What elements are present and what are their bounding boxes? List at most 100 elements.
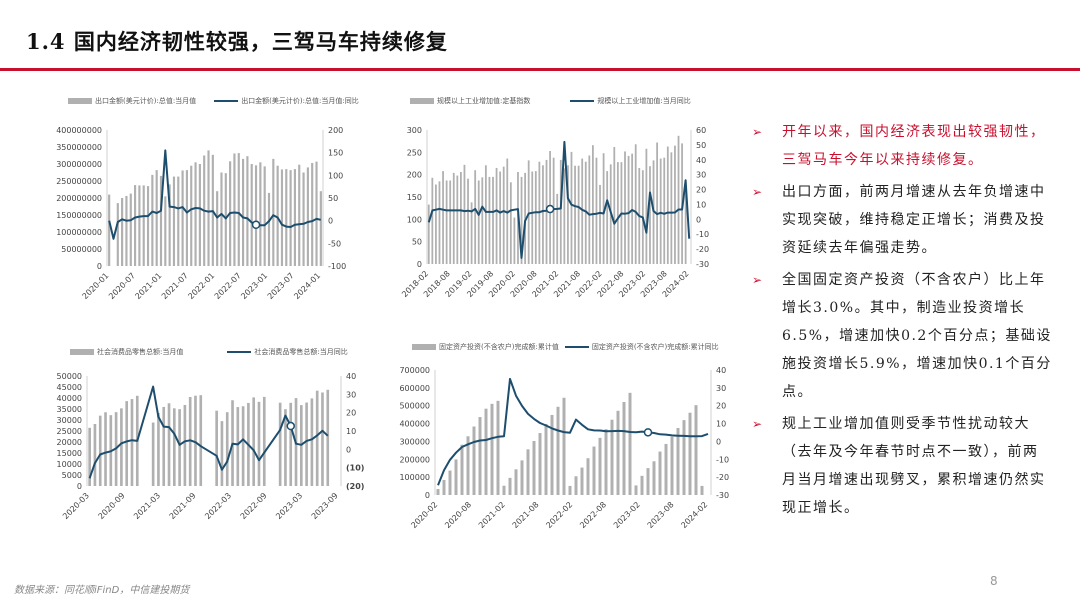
line-legend-swatch xyxy=(570,100,595,102)
svg-text:0: 0 xyxy=(346,445,351,454)
svg-text:20: 20 xyxy=(696,186,706,195)
svg-text:2023-08: 2023-08 xyxy=(646,500,676,530)
svg-text:100: 100 xyxy=(328,171,343,180)
svg-text:2020-08: 2020-08 xyxy=(443,500,473,530)
svg-text:35000: 35000 xyxy=(57,405,82,414)
svg-text:40: 40 xyxy=(696,156,706,165)
data-source-note: 数据来源：同花顺iFinD，中信建投期货 xyxy=(14,585,190,596)
svg-text:100000: 100000 xyxy=(399,473,430,482)
svg-text:25000: 25000 xyxy=(57,427,82,436)
svg-text:0: 0 xyxy=(77,482,82,491)
arrow-bullet-icon: ➢ xyxy=(752,125,763,139)
svg-text:2021-08: 2021-08 xyxy=(511,500,541,530)
svg-text:2022-01: 2022-01 xyxy=(186,271,216,301)
svg-text:50: 50 xyxy=(696,141,706,150)
svg-text:-50: -50 xyxy=(328,239,341,248)
bullet-text: 全国固定资产投资（不含农户）比上年增长3.0%。其中，制造业投资增长6.5%，增… xyxy=(782,272,1052,400)
bar-legend-swatch xyxy=(412,344,436,350)
svg-text:2020-03: 2020-03 xyxy=(61,491,91,521)
svg-text:100000000: 100000000 xyxy=(56,228,102,237)
svg-text:700000: 700000 xyxy=(399,366,430,375)
svg-text:50000000: 50000000 xyxy=(61,245,102,254)
svg-text:45000: 45000 xyxy=(57,383,82,392)
page-number: 8 xyxy=(990,574,998,588)
svg-text:(10): (10) xyxy=(346,464,364,473)
svg-text:2022-08: 2022-08 xyxy=(578,500,608,530)
title-divider xyxy=(0,68,1080,71)
svg-text:-30: -30 xyxy=(696,260,709,269)
svg-text:0: 0 xyxy=(425,491,430,500)
retail-chart: 0 5000 10000 15000 20000 25000 30000 35000 40000… xyxy=(55,366,375,526)
svg-text:50000: 50000 xyxy=(57,372,82,381)
arrow-bullet-icon: ➢ xyxy=(752,417,763,431)
svg-text:600000: 600000 xyxy=(399,384,430,393)
page-title: 1.4 国内经济韧性较强，三驾马车持续修复 xyxy=(26,29,448,54)
industrial-legend-line-label: 规模以上工业增加值:当月同比 xyxy=(597,97,691,105)
arrow-bullet-icon: ➢ xyxy=(752,273,763,287)
retail-legend-line-label: 社会消费品零售总额:当月同比 xyxy=(254,348,348,356)
svg-text:40: 40 xyxy=(716,366,726,375)
svg-text:-30: -30 xyxy=(716,491,729,500)
industrial-legend: 规模以上工业增加值:定基指数 规模以上工业增加值:当月同比 xyxy=(410,96,691,106)
svg-text:2023-03: 2023-03 xyxy=(274,491,304,521)
svg-text:200000: 200000 xyxy=(399,455,430,464)
svg-text:-10: -10 xyxy=(716,455,729,464)
svg-text:400000000: 400000000 xyxy=(56,126,102,135)
svg-text:250000000: 250000000 xyxy=(56,177,102,186)
svg-text:200: 200 xyxy=(407,171,422,180)
svg-text:0: 0 xyxy=(328,217,333,226)
svg-text:300000000: 300000000 xyxy=(56,160,102,169)
bullet-item: ➢ 全国固定资产投资（不含农户）比上年增长3.0%。其中，制造业投资增长6.5%… xyxy=(752,266,1052,406)
svg-text:20000: 20000 xyxy=(57,438,82,447)
svg-text:500000: 500000 xyxy=(399,402,430,411)
svg-text:50: 50 xyxy=(412,238,422,247)
svg-text:10000: 10000 xyxy=(57,460,82,469)
svg-text:30: 30 xyxy=(696,171,706,180)
exports-legend-bar-label: 出口金额(美元计价):总值:当月值 xyxy=(95,97,197,105)
arrow-bullet-icon: ➢ xyxy=(752,185,763,199)
svg-text:2023-09: 2023-09 xyxy=(310,491,340,521)
svg-text:400000: 400000 xyxy=(399,420,430,429)
svg-text:2023-07: 2023-07 xyxy=(266,271,296,301)
retail-legend-bar-label: 社会消费品零售总额:当月值 xyxy=(97,348,184,356)
fai-legend: 固定资产投资(不含农户)完成额:累计值 固定资产投资(不含农户)完成额:累计同比 xyxy=(412,342,719,352)
exports-legend-line-label: 出口金额(美元计价):总值:当月值:同比 xyxy=(241,97,359,105)
svg-text:2023-02: 2023-02 xyxy=(612,500,642,530)
bullet-item: ➢ 开年以来，国内经济表现出较强韧性，三驾马车今年以来持续修复。 xyxy=(752,118,1052,174)
svg-text:2021-01: 2021-01 xyxy=(133,271,163,301)
svg-text:2022-03: 2022-03 xyxy=(203,491,233,521)
bar-legend-swatch xyxy=(68,98,92,104)
svg-text:2023-01: 2023-01 xyxy=(239,271,269,301)
svg-text:30: 30 xyxy=(716,384,726,393)
svg-text:15000: 15000 xyxy=(57,449,82,458)
svg-text:2022-07: 2022-07 xyxy=(213,271,243,301)
svg-text:2021-07: 2021-07 xyxy=(160,271,190,301)
svg-text:100: 100 xyxy=(407,215,422,224)
line-legend-swatch xyxy=(214,100,239,102)
svg-text:(20): (20) xyxy=(346,482,364,491)
svg-text:40: 40 xyxy=(346,372,356,381)
svg-text:200000000: 200000000 xyxy=(56,194,102,203)
svg-text:2024-02: 2024-02 xyxy=(679,500,709,530)
bullet-item: ➢ 出口方面，前两月增速从去年负增速中实现突破，维持稳定正增长；消费及投资延续去… xyxy=(752,178,1052,262)
industrial-chart: 0 50 100 150 200 250 300 -30 -20 -10 0 10 20 30 40 50 60… xyxy=(395,118,725,308)
svg-text:30000: 30000 xyxy=(57,416,82,425)
commentary-list: ➢ 开年以来，国内经济表现出较强韧性，三驾马车今年以来持续修复。 ➢ 出口方面，… xyxy=(752,118,1052,526)
svg-text:150: 150 xyxy=(328,149,343,158)
retail-legend: 社会消费品零售总额:当月值 社会消费品零售总额:当月同比 xyxy=(70,347,348,357)
svg-text:350000000: 350000000 xyxy=(56,143,102,152)
svg-text:10: 10 xyxy=(716,420,726,429)
svg-text:150000000: 150000000 xyxy=(56,211,102,220)
svg-text:5000: 5000 xyxy=(62,471,82,480)
svg-text:40000: 40000 xyxy=(57,394,82,403)
line-legend-swatch xyxy=(227,351,252,353)
svg-text:10: 10 xyxy=(346,427,356,436)
svg-text:50: 50 xyxy=(328,194,338,203)
svg-text:2022-02: 2022-02 xyxy=(544,500,574,530)
svg-text:20: 20 xyxy=(716,402,726,411)
svg-text:0: 0 xyxy=(716,437,721,446)
bullet-text: 出口方面，前两月增速从去年负增速中实现突破，维持稳定正增长；消费及投资延续去年偏… xyxy=(782,184,1046,256)
svg-text:0: 0 xyxy=(97,262,102,271)
exports-legend: 出口金额(美元计价):总值:当月值 出口金额(美元计价):总值:当月值:同比 xyxy=(68,96,359,106)
exports-chart: 0 50000000 100000000 150000000 200000000 2500… xyxy=(55,118,355,308)
